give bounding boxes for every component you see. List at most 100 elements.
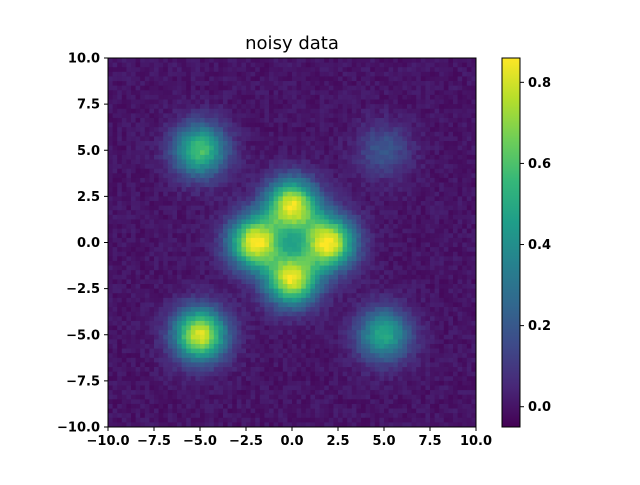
heatmap-cell [356, 330, 362, 336]
heatmap-cell [213, 90, 219, 96]
heatmap-cell [213, 85, 219, 91]
heatmap-cell [296, 154, 302, 160]
heatmap-cell [163, 168, 169, 174]
heatmap-cell [471, 293, 477, 299]
heatmap-cell [255, 76, 261, 82]
heatmap-cell [149, 141, 155, 147]
heatmap-cell [328, 117, 334, 123]
heatmap-cell [407, 311, 412, 317]
heatmap-cell [264, 307, 270, 313]
heatmap-cell [374, 131, 380, 137]
heatmap-cell [462, 325, 468, 331]
heatmap-cell [370, 85, 376, 91]
heatmap-cell [374, 182, 380, 188]
heatmap-cell [292, 104, 297, 110]
heatmap-cell [462, 117, 468, 123]
heatmap-cell [186, 288, 192, 294]
heatmap-cell [269, 224, 274, 230]
heatmap-cell [370, 251, 376, 257]
heatmap-cell [177, 117, 182, 123]
heatmap-cell [241, 164, 247, 170]
heatmap-cell [411, 76, 417, 82]
heatmap-cell [328, 122, 334, 128]
heatmap-cell [218, 196, 224, 202]
heatmap-cell [425, 311, 431, 317]
heatmap-cell [287, 113, 293, 119]
heatmap-cell [347, 233, 353, 239]
heatmap-cell [255, 210, 261, 216]
heatmap-cell [292, 62, 297, 68]
heatmap-cell [393, 67, 399, 73]
heatmap-cell [453, 67, 458, 73]
heatmap-cell [167, 330, 173, 336]
heatmap-cell [416, 76, 422, 82]
heatmap-cell [108, 76, 113, 82]
heatmap-cell [218, 187, 224, 193]
heatmap-cell [108, 122, 113, 128]
heatmap-cell [190, 270, 196, 276]
heatmap-cell [333, 154, 339, 160]
heatmap-cell [154, 191, 159, 197]
heatmap-cell [434, 94, 440, 100]
heatmap-cell [108, 307, 113, 313]
heatmap-cell [462, 81, 468, 87]
heatmap-cell [434, 173, 440, 179]
heatmap-cell [181, 265, 187, 271]
heatmap-cell [154, 293, 159, 299]
heatmap-cell [365, 219, 371, 225]
heatmap-cell [384, 196, 389, 202]
heatmap-cell [434, 127, 440, 133]
heatmap-cell [177, 58, 182, 64]
heatmap-cell [144, 71, 150, 77]
heatmap-cell [264, 127, 270, 133]
heatmap-cell [338, 288, 343, 294]
heatmap-cell [324, 242, 330, 248]
heatmap-cell [246, 182, 251, 188]
heatmap-cell [108, 99, 113, 105]
heatmap-cell [310, 205, 316, 211]
heatmap-cell [338, 325, 343, 331]
heatmap-cell [144, 311, 150, 317]
heatmap-cell [209, 330, 215, 336]
heatmap-cell [471, 58, 477, 64]
heatmap-cell [209, 154, 215, 160]
heatmap-cell [379, 99, 385, 105]
heatmap-cell [305, 113, 311, 119]
heatmap-cell [315, 76, 320, 82]
heatmap-cell [296, 320, 302, 326]
heatmap-cell [278, 274, 284, 280]
heatmap-cell [209, 58, 215, 64]
heatmap-cell [292, 334, 297, 340]
heatmap-cell [255, 136, 261, 142]
heatmap-cell [121, 76, 127, 82]
heatmap-cell [149, 284, 155, 290]
heatmap-cell [232, 270, 238, 276]
heatmap-cell [301, 219, 307, 225]
heatmap-cell [305, 150, 311, 156]
heatmap-cell [264, 265, 270, 271]
heatmap-cell [411, 90, 417, 96]
heatmap-cell [190, 196, 196, 202]
heatmap-cell [250, 307, 256, 313]
heatmap-cell [407, 136, 412, 142]
heatmap-cell [255, 85, 261, 91]
heatmap-cell [131, 224, 136, 230]
heatmap-cell [163, 325, 169, 331]
heatmap-cell [370, 284, 376, 290]
heatmap-cell [112, 164, 118, 170]
heatmap-cell [370, 164, 376, 170]
heatmap-cell [338, 200, 343, 206]
heatmap-cell [393, 325, 399, 331]
heatmap-cell [439, 242, 445, 248]
heatmap-cell [342, 122, 348, 128]
heatmap-cell [365, 251, 371, 257]
heatmap-cell [259, 293, 265, 299]
heatmap-cell [439, 196, 445, 202]
heatmap-cell [117, 228, 123, 234]
heatmap-cell [448, 136, 454, 142]
heatmap-cell [172, 164, 178, 170]
heatmap-cell [296, 251, 302, 257]
heatmap-cell [453, 210, 458, 216]
heatmap-cell [209, 159, 215, 165]
heatmap-cell [213, 164, 219, 170]
